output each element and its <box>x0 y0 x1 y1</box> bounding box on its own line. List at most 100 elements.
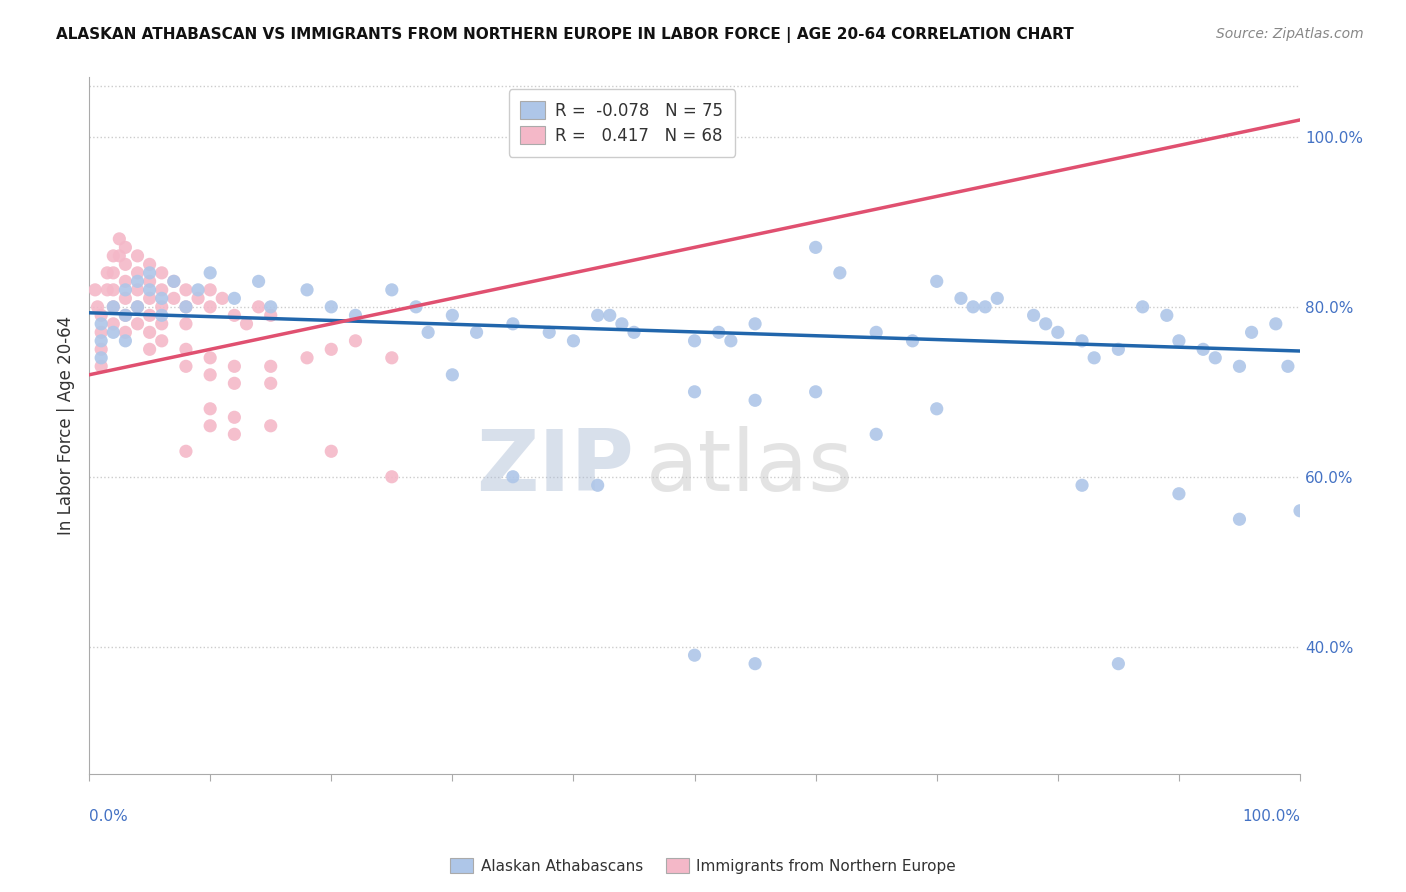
Point <box>138 266 160 280</box>
Point <box>224 410 246 425</box>
Point <box>114 309 136 323</box>
Point <box>174 283 197 297</box>
Legend: R =  -0.078   N = 75, R =   0.417   N = 68: R = -0.078 N = 75, R = 0.417 N = 68 <box>509 89 735 157</box>
Point <box>198 300 221 314</box>
Point <box>260 359 283 374</box>
Point <box>224 427 246 442</box>
Point <box>138 291 160 305</box>
Point <box>114 326 136 340</box>
Point <box>381 283 404 297</box>
Point <box>150 266 173 280</box>
Point <box>90 317 112 331</box>
Point <box>150 309 173 323</box>
Point <box>103 266 125 280</box>
Point <box>441 309 464 323</box>
Point <box>150 283 173 297</box>
Text: Source: ZipAtlas.com: Source: ZipAtlas.com <box>1216 27 1364 41</box>
Point <box>465 326 488 340</box>
Point <box>247 274 270 288</box>
Point <box>865 427 887 442</box>
Point <box>418 326 440 340</box>
Text: 100.0%: 100.0% <box>1241 809 1301 824</box>
Point <box>683 648 706 663</box>
Point <box>114 240 136 254</box>
Point <box>114 309 136 323</box>
Point <box>247 300 270 314</box>
Point <box>174 300 197 314</box>
Point <box>502 469 524 483</box>
Y-axis label: In Labor Force | Age 20-64: In Labor Force | Age 20-64 <box>58 317 75 535</box>
Point <box>96 266 118 280</box>
Point <box>138 309 160 323</box>
Point <box>744 393 766 408</box>
Point <box>103 300 125 314</box>
Point <box>127 274 149 288</box>
Point <box>198 368 221 382</box>
Point <box>1264 317 1286 331</box>
Point <box>321 300 343 314</box>
Point <box>224 309 246 323</box>
Point <box>90 343 112 357</box>
Point <box>127 266 149 280</box>
Point <box>108 249 131 263</box>
Point <box>260 376 283 391</box>
Point <box>163 291 186 305</box>
Point <box>114 257 136 271</box>
Point <box>150 300 173 314</box>
Point <box>138 274 160 288</box>
Point <box>1022 309 1045 323</box>
Point <box>187 283 209 297</box>
Point <box>103 317 125 331</box>
Point <box>90 309 112 323</box>
Text: ZIP: ZIP <box>477 426 634 509</box>
Point <box>405 300 427 314</box>
Point <box>865 326 887 340</box>
Point <box>90 326 112 340</box>
Point <box>198 418 221 433</box>
Point <box>96 283 118 297</box>
Point <box>260 300 283 314</box>
Point <box>163 274 186 288</box>
Point <box>260 418 283 433</box>
Point <box>90 359 112 374</box>
Point <box>150 317 173 331</box>
Point <box>599 309 621 323</box>
Point <box>295 283 318 297</box>
Point <box>211 291 233 305</box>
Point <box>174 444 197 458</box>
Point <box>1107 343 1129 357</box>
Point <box>174 317 197 331</box>
Point <box>1204 351 1226 365</box>
Point <box>198 401 221 416</box>
Point <box>623 326 645 340</box>
Point <box>138 343 160 357</box>
Point <box>1071 334 1094 348</box>
Point <box>198 266 221 280</box>
Point <box>1071 478 1094 492</box>
Point <box>90 334 112 348</box>
Point <box>127 317 149 331</box>
Point <box>103 249 125 263</box>
Point <box>925 401 948 416</box>
Point <box>114 274 136 288</box>
Point <box>1192 343 1215 357</box>
Point <box>538 326 561 340</box>
Point <box>114 283 136 297</box>
Point <box>1229 512 1251 526</box>
Point <box>949 291 972 305</box>
Point <box>344 334 367 348</box>
Text: 0.0%: 0.0% <box>89 809 128 824</box>
Point <box>138 326 160 340</box>
Point <box>1289 504 1312 518</box>
Point <box>1156 309 1178 323</box>
Point <box>84 283 107 297</box>
Point <box>1132 300 1154 314</box>
Point <box>86 300 108 314</box>
Point <box>804 384 827 399</box>
Point <box>187 291 209 305</box>
Point <box>127 300 149 314</box>
Point <box>260 309 283 323</box>
Point <box>707 326 730 340</box>
Point <box>150 334 173 348</box>
Point <box>828 266 851 280</box>
